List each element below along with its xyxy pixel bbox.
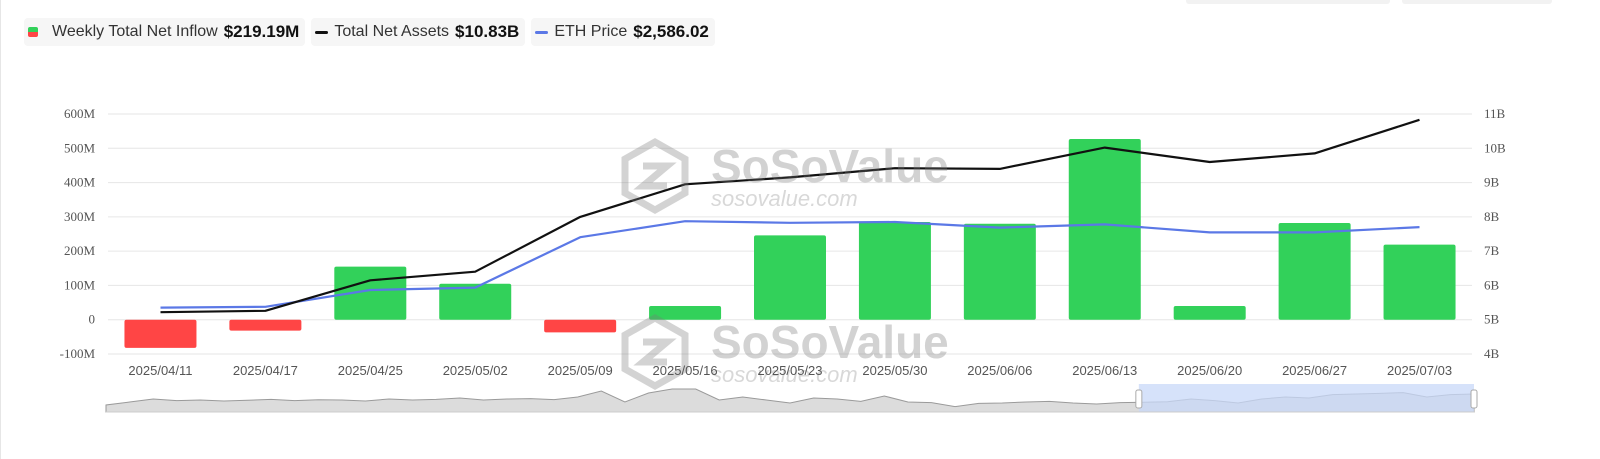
left-axis-tick: 200M xyxy=(64,243,96,258)
left-axis-tick: 600M xyxy=(64,106,96,121)
x-axis-tick: 2025/04/17 xyxy=(233,363,298,378)
bars xyxy=(124,139,1456,348)
navigator-selection xyxy=(1138,384,1474,412)
navigator-handle-left xyxy=(1135,389,1143,409)
toolbar-tab-left[interactable] xyxy=(1186,0,1390,4)
eth-line-swatch-icon xyxy=(535,30,549,34)
watermark-brand: SoSoValue xyxy=(711,140,949,192)
x-axis-tick: 2025/06/27 xyxy=(1282,363,1347,378)
inflow-bar xyxy=(229,319,302,331)
left-axis-tick: 0 xyxy=(89,312,96,327)
watermark-url: sosovalue.com xyxy=(711,186,858,211)
legend-assets-value: $10.83B xyxy=(455,22,520,41)
left-axis-tick: -100M xyxy=(60,346,96,361)
x-axis-tick: 2025/06/20 xyxy=(1177,363,1242,378)
left-axis-tick: 300M xyxy=(64,209,96,224)
x-axis-tick: 2025/05/02 xyxy=(443,363,508,378)
legend-item-inflow[interactable]: Weekly Total Net Inflow $219.19M xyxy=(24,18,306,46)
x-axis-tick: 2025/05/09 xyxy=(548,363,613,378)
toolbar-tab-right[interactable] xyxy=(1402,0,1552,4)
net-assets-line xyxy=(160,118,1420,314)
x-axis-tick: 2025/06/13 xyxy=(1072,363,1137,378)
right-axis-tick: 8B xyxy=(1484,209,1500,224)
inflow-bar xyxy=(1068,139,1141,320)
inflow-bar xyxy=(1383,244,1456,320)
lines xyxy=(160,118,1420,314)
legend-item-assets[interactable]: Total Net Assets $10.83B xyxy=(311,18,526,46)
watermarks: SoSoValuesosovalue.comSoSoValuesosovalue… xyxy=(621,137,949,391)
right-axis-tick: 4B xyxy=(1484,346,1500,361)
inflow-bar xyxy=(649,306,722,320)
right-axis-tick: 9B xyxy=(1484,175,1500,190)
inflow-bar xyxy=(754,235,826,320)
axes: -100M 0 100M 200M 300M 400M 500M 600M 4B 5B 6B 7B 8B… xyxy=(60,106,1506,378)
right-axis-tick: 6B xyxy=(1484,277,1500,292)
x-axis-tick: 2025/07/03 xyxy=(1387,363,1452,378)
watermark-logo-mark xyxy=(633,338,677,366)
legend-item-eth[interactable]: ETH Price $2,586.02 xyxy=(531,18,715,46)
right-axis-tick: 7B xyxy=(1484,243,1500,258)
right-axis-tick: 5B xyxy=(1484,312,1500,327)
legend-eth-label: ETH Price xyxy=(554,23,628,40)
inflow-bar xyxy=(1173,306,1246,320)
inflow-bar xyxy=(963,223,1036,320)
inflow-bar xyxy=(439,283,512,320)
x-axis-tick: 2025/05/23 xyxy=(757,363,822,378)
inflow-swatch-icon xyxy=(28,27,38,37)
watermark-brand: SoSoValue xyxy=(711,316,949,368)
legend-eth-value: $2,586.02 xyxy=(633,22,709,41)
inflow-bar xyxy=(1278,223,1351,320)
watermark-logo-mark xyxy=(633,162,677,190)
x-axis-tick: 2025/04/25 xyxy=(338,363,403,378)
x-axis-tick: 2025/04/11 xyxy=(128,363,192,378)
eth-price-line xyxy=(160,220,1420,309)
inflow-bar xyxy=(544,319,617,333)
legend-assets-label: Total Net Assets xyxy=(334,23,450,40)
right-axis-tick: 11B xyxy=(1484,106,1506,121)
chart-legend: Weekly Total Net Inflow $219.19M Total N… xyxy=(24,18,715,46)
left-axis-tick: 100M xyxy=(64,277,96,292)
x-axis-tick: 2025/05/16 xyxy=(653,363,718,378)
watermark-logo-icon xyxy=(621,137,689,215)
watermark-logo-icon xyxy=(621,313,689,391)
navigator-handle-right xyxy=(1470,389,1478,409)
left-axis-tick: 500M xyxy=(64,140,96,155)
inflow-bar xyxy=(124,319,197,348)
frame-border xyxy=(0,0,1,459)
x-axis-tick: 2025/05/30 xyxy=(862,363,927,378)
watermark-url: sosovalue.com xyxy=(711,362,858,387)
x-axis-tick: 2025/06/06 xyxy=(967,363,1032,378)
left-axis-tick: 400M xyxy=(64,175,96,190)
assets-line-swatch-icon xyxy=(315,30,329,34)
legend-inflow-label: Weekly Total Net Inflow xyxy=(52,23,218,40)
right-axis-tick: 10B xyxy=(1484,140,1506,155)
range-navigator[interactable] xyxy=(105,384,1478,413)
inflow-bar xyxy=(858,222,931,320)
legend-inflow-value: $219.19M xyxy=(223,22,300,41)
